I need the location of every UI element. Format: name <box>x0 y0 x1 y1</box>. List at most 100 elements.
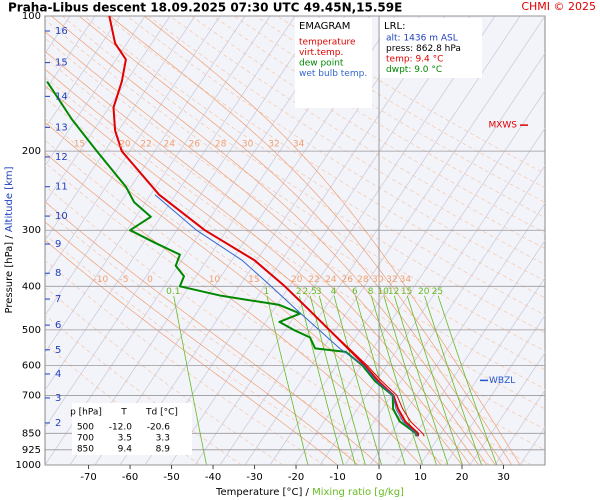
skew-line <box>45 16 171 204</box>
pseudo-adiabat-label: 10 <box>209 275 221 285</box>
skew-line <box>570 16 600 465</box>
altitude-label: 7 <box>55 294 61 305</box>
skew-line <box>169 16 471 465</box>
mixing-ratio-label: 4 <box>331 287 337 297</box>
dry-adiabat <box>45 343 201 465</box>
altitude-label: 16 <box>55 26 68 37</box>
pseudo-adiabat-label: -5 <box>119 275 128 285</box>
skew-line <box>269 52 545 465</box>
legend-entry: wet bulb temp. <box>299 69 367 79</box>
mixing-ratio-label: 6 <box>352 287 358 297</box>
legend-box <box>295 18 372 108</box>
x-tick-label: -70 <box>80 472 96 483</box>
pseudo-adiabat <box>50 16 496 465</box>
mixing-ratio-line <box>309 295 356 465</box>
dry-adiabat <box>126 16 545 282</box>
mixing-ratio-label: 10 <box>377 287 389 297</box>
pseudo-adiabat-label: 20 <box>119 140 131 150</box>
y-tick-label: 850 <box>22 428 41 439</box>
x-label-sep: / <box>306 487 310 498</box>
level-marker-label: MXWS <box>488 121 517 131</box>
y-tick-label: 700 <box>22 390 41 401</box>
table-header: p [hPa] <box>70 408 102 418</box>
pseudo-adiabat-label: 22 <box>308 275 319 285</box>
pseudo-adiabat <box>45 68 471 465</box>
table-cell: 8.9 <box>156 445 171 455</box>
skew-line <box>45 16 321 429</box>
mixing-ratio-label: 1 <box>264 287 270 297</box>
mixing-ratio-line <box>424 295 482 465</box>
mixing-ratio-line <box>383 295 437 465</box>
y-tick-label: 200 <box>22 146 41 157</box>
mixing-ratio-label: 25 <box>432 287 443 297</box>
pseudo-adiabat <box>109 16 513 465</box>
mixing-ratio-label: 8 <box>368 287 374 297</box>
table-header: T <box>120 408 127 418</box>
dry-adiabat <box>62 16 545 334</box>
table-cell: 9.4 <box>118 445 133 455</box>
skew-line <box>45 16 196 242</box>
mixing-ratio-label: 12 <box>388 287 399 297</box>
pseudo-adiabat-label: 30 <box>242 140 254 150</box>
pseudo-adiabat-label: 24 <box>325 275 337 285</box>
dry-adiabat <box>45 56 545 390</box>
pseudo-adiabat-label: 26 <box>341 275 353 285</box>
altitude-label: 2 <box>55 418 61 429</box>
x-label: Temperature [°C] <box>215 487 302 498</box>
altitude-label: 13 <box>55 122 68 133</box>
pseudo-adiabat <box>45 50 479 465</box>
skew-line <box>444 314 545 465</box>
skew-line <box>45 16 271 354</box>
mixing-ratio-label: 3 <box>316 287 322 297</box>
skew-line <box>544 464 545 465</box>
altitude-label: 14 <box>55 91 68 102</box>
x-tick-label: -30 <box>246 472 262 483</box>
altitude-label: 3 <box>55 393 61 404</box>
skew-line <box>244 16 545 465</box>
y-label-sep: / <box>4 235 15 239</box>
x-tick-label: 20 <box>456 472 469 483</box>
skew-line <box>45 16 221 279</box>
pseudo-adiabat <box>78 16 504 465</box>
table-cell: -20.6 <box>147 423 171 433</box>
table-cell: 3.5 <box>118 434 132 444</box>
y-label: Pressure [hPa] <box>4 242 15 314</box>
lrl-line: temp: 9.4 °C <box>386 55 443 65</box>
pseudo-adiabat-label: 26 <box>189 140 201 150</box>
skew-line <box>194 16 496 465</box>
mixing-ratio-line <box>393 295 449 465</box>
y-tick-label: 1000 <box>16 460 41 471</box>
pseudo-adiabat-label: 32 <box>386 275 397 285</box>
legend-entry: virt.temp. <box>299 48 343 58</box>
y-tick-label: 925 <box>22 445 41 456</box>
skew-line <box>45 16 296 391</box>
pseudo-adiabat <box>45 201 380 465</box>
pseudo-adiabat <box>45 121 442 465</box>
x-tick-label: -20 <box>288 472 304 483</box>
dry-adiabat <box>148 16 545 266</box>
x-tick-label: -50 <box>163 472 179 483</box>
skew-line <box>369 202 545 465</box>
mixing-ratio-line <box>355 295 406 465</box>
dry-adiabat <box>234 16 545 203</box>
mixing-ratio-line <box>173 295 207 465</box>
x-tick-label: -60 <box>122 472 138 483</box>
table-cell: 700 <box>77 434 94 444</box>
pseudo-adiabat <box>45 239 338 465</box>
pseudo-adiabat-label: 34 <box>293 140 305 150</box>
skew-line <box>219 16 521 465</box>
mixing-ratio-line <box>370 295 423 465</box>
dry-adiabat <box>45 19 545 352</box>
legend-title: EMAGRAM <box>299 21 350 32</box>
x-tick-label: 0 <box>376 472 382 483</box>
y-tick-label: 400 <box>22 281 41 292</box>
pseudo-adiabat <box>45 31 488 465</box>
legend-entry: temperature <box>299 38 356 48</box>
altitude-label: 15 <box>55 58 68 69</box>
curves <box>46 16 425 437</box>
skew-line <box>144 16 446 465</box>
table-header: Td [°C] <box>145 408 178 418</box>
profile-line <box>204 229 425 437</box>
pseudo-adiabat-label: 28 <box>357 275 369 285</box>
x-tick-label: -10 <box>329 472 345 483</box>
